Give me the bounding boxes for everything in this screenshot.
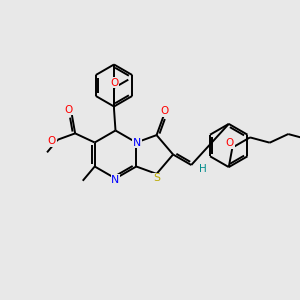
Text: O: O xyxy=(110,77,118,88)
Text: O: O xyxy=(65,105,73,115)
Text: N: N xyxy=(134,137,142,148)
Text: O: O xyxy=(160,106,169,116)
Text: H: H xyxy=(199,164,206,174)
Text: O: O xyxy=(226,138,234,148)
Text: N: N xyxy=(111,175,120,185)
Text: O: O xyxy=(47,136,56,146)
Text: S: S xyxy=(153,173,160,183)
